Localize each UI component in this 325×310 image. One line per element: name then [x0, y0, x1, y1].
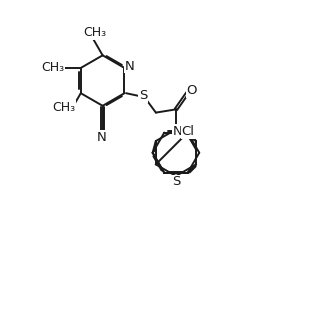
Text: CH₃: CH₃	[83, 26, 106, 39]
Text: N: N	[97, 131, 107, 144]
Text: S: S	[172, 175, 180, 188]
Text: S: S	[139, 89, 147, 102]
Text: Cl: Cl	[182, 126, 195, 138]
Text: O: O	[186, 84, 197, 97]
Text: CH₃: CH₃	[52, 101, 75, 114]
Text: N: N	[173, 125, 182, 138]
Text: N: N	[125, 60, 135, 73]
Text: CH₃: CH₃	[42, 61, 65, 74]
